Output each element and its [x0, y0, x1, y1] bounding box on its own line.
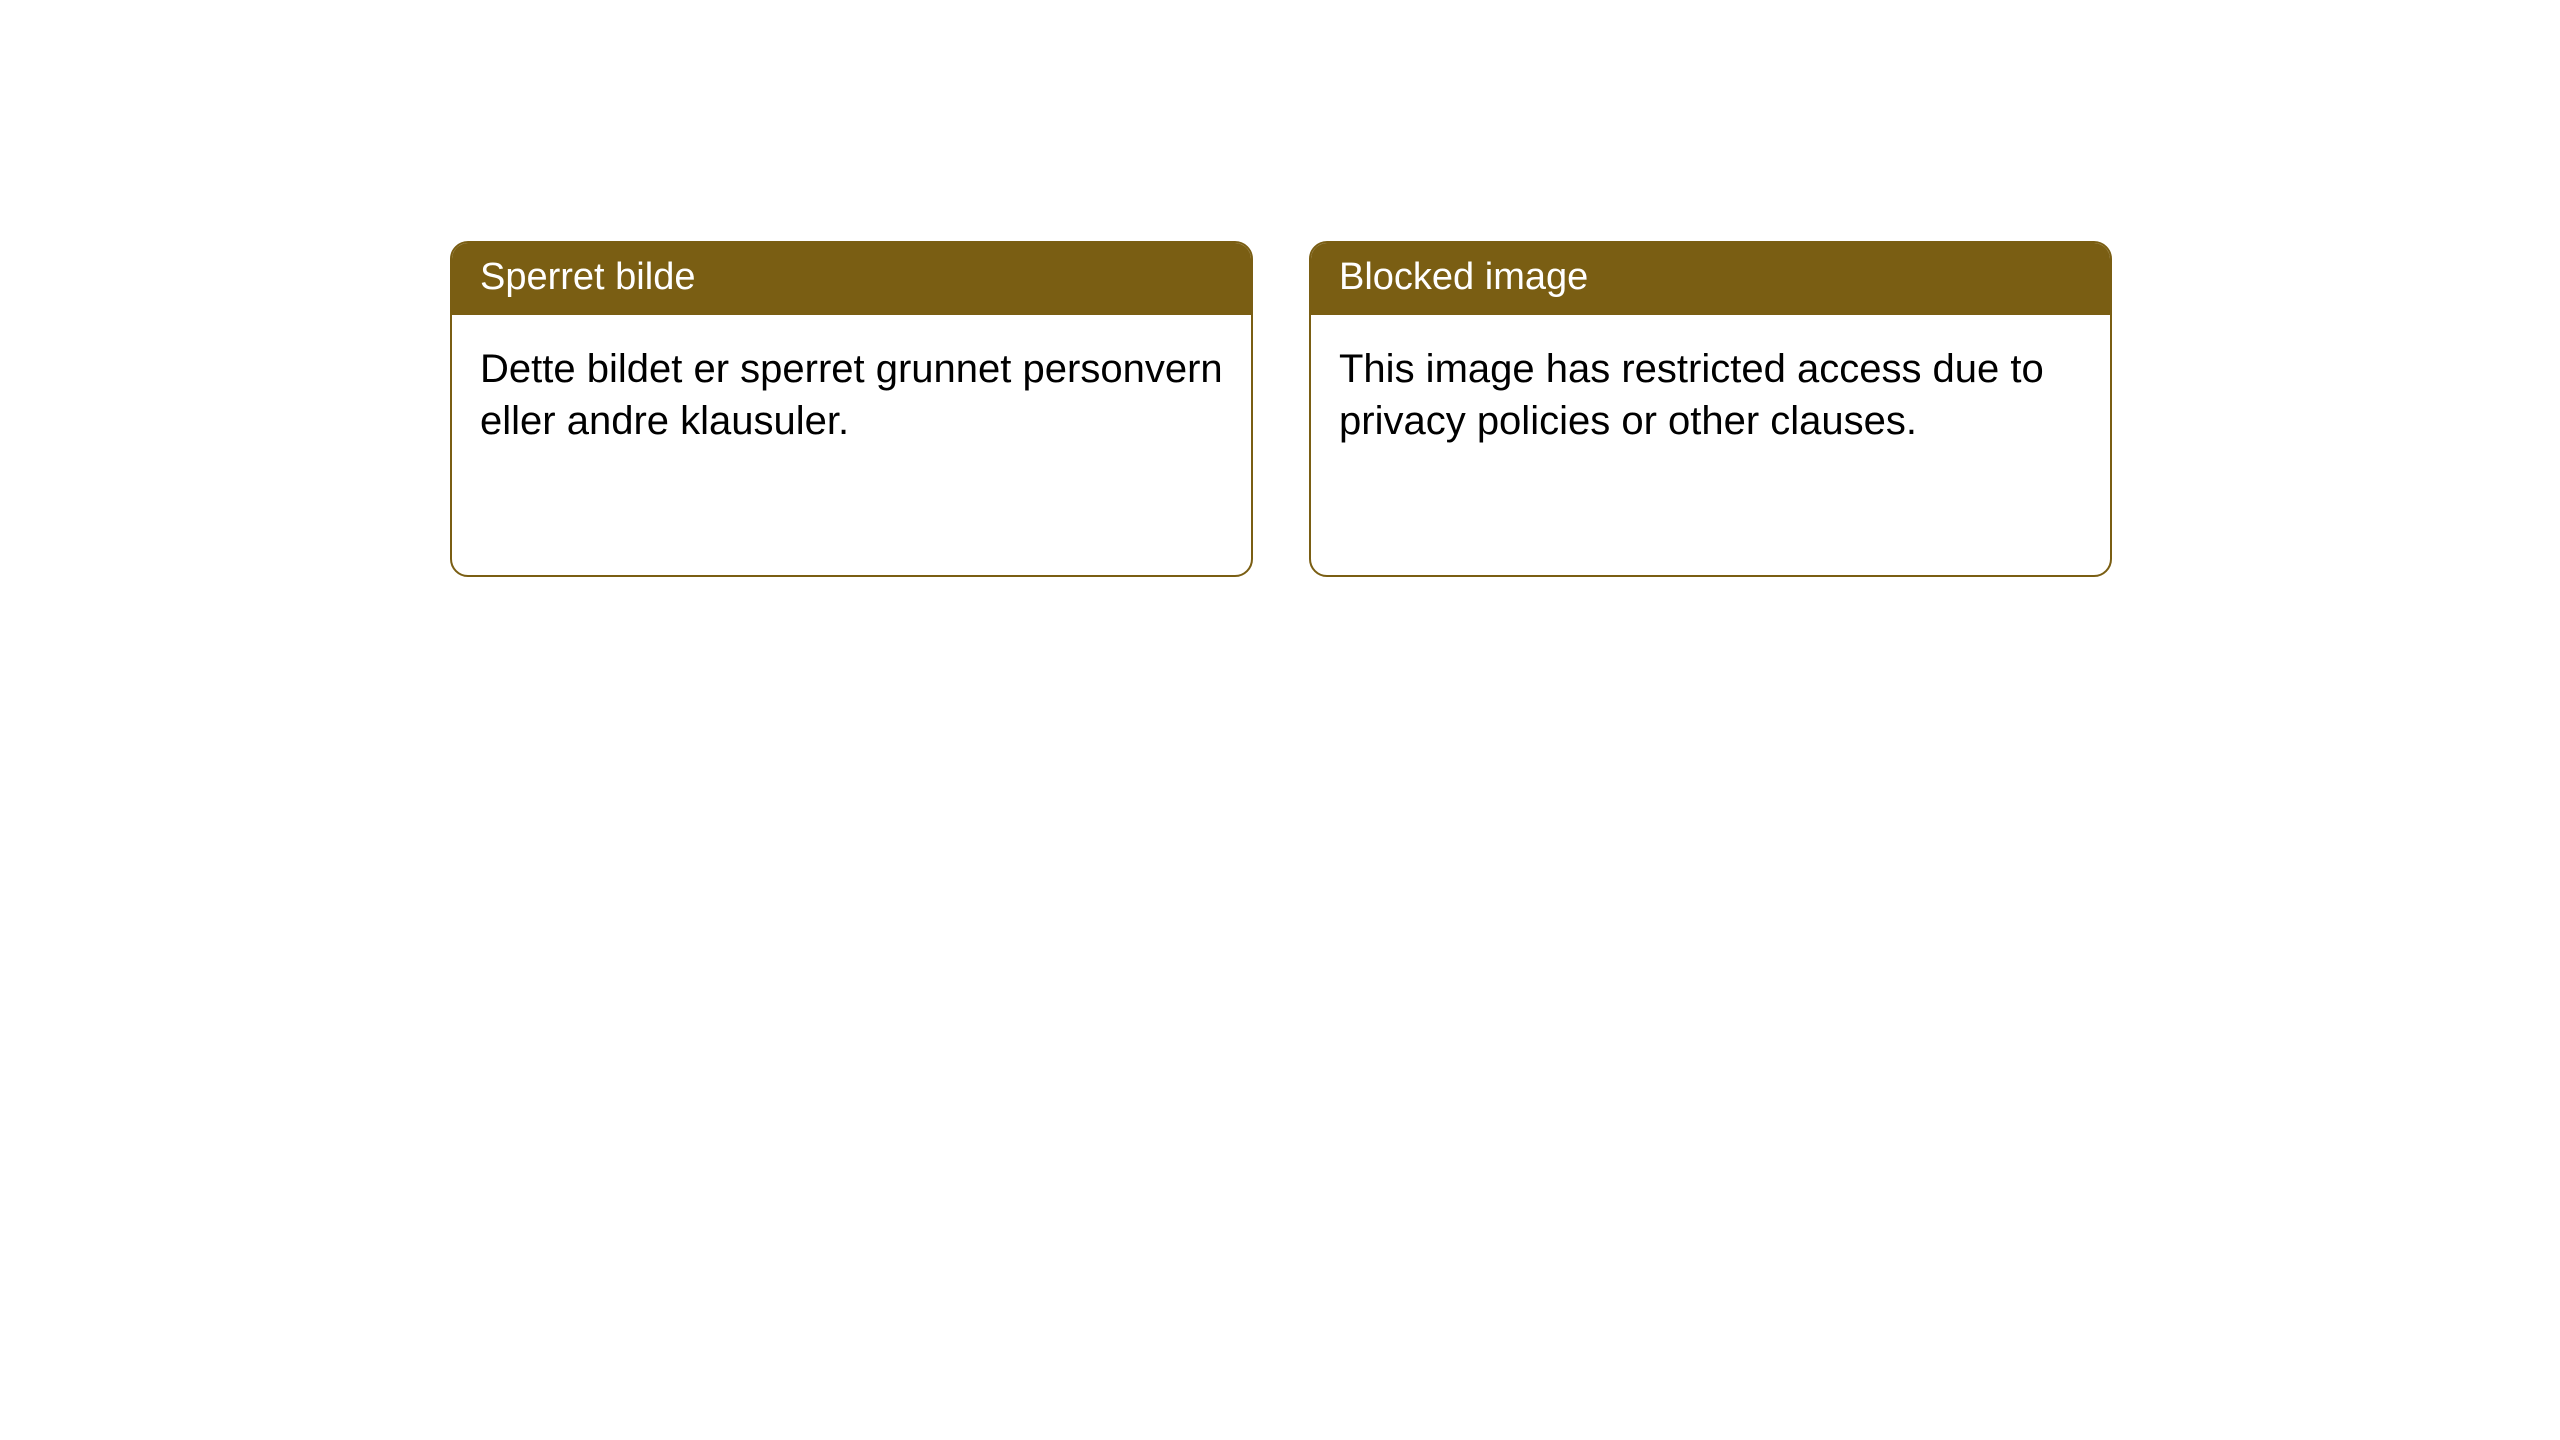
- notice-card-norwegian: Sperret bilde Dette bildet er sperret gr…: [450, 241, 1253, 577]
- notice-title-norwegian: Sperret bilde: [452, 243, 1251, 315]
- notice-container: Sperret bilde Dette bildet er sperret gr…: [450, 241, 2112, 577]
- notice-body-norwegian: Dette bildet er sperret grunnet personve…: [452, 315, 1251, 477]
- notice-body-english: This image has restricted access due to …: [1311, 315, 2110, 477]
- notice-card-english: Blocked image This image has restricted …: [1309, 241, 2112, 577]
- notice-title-english: Blocked image: [1311, 243, 2110, 315]
